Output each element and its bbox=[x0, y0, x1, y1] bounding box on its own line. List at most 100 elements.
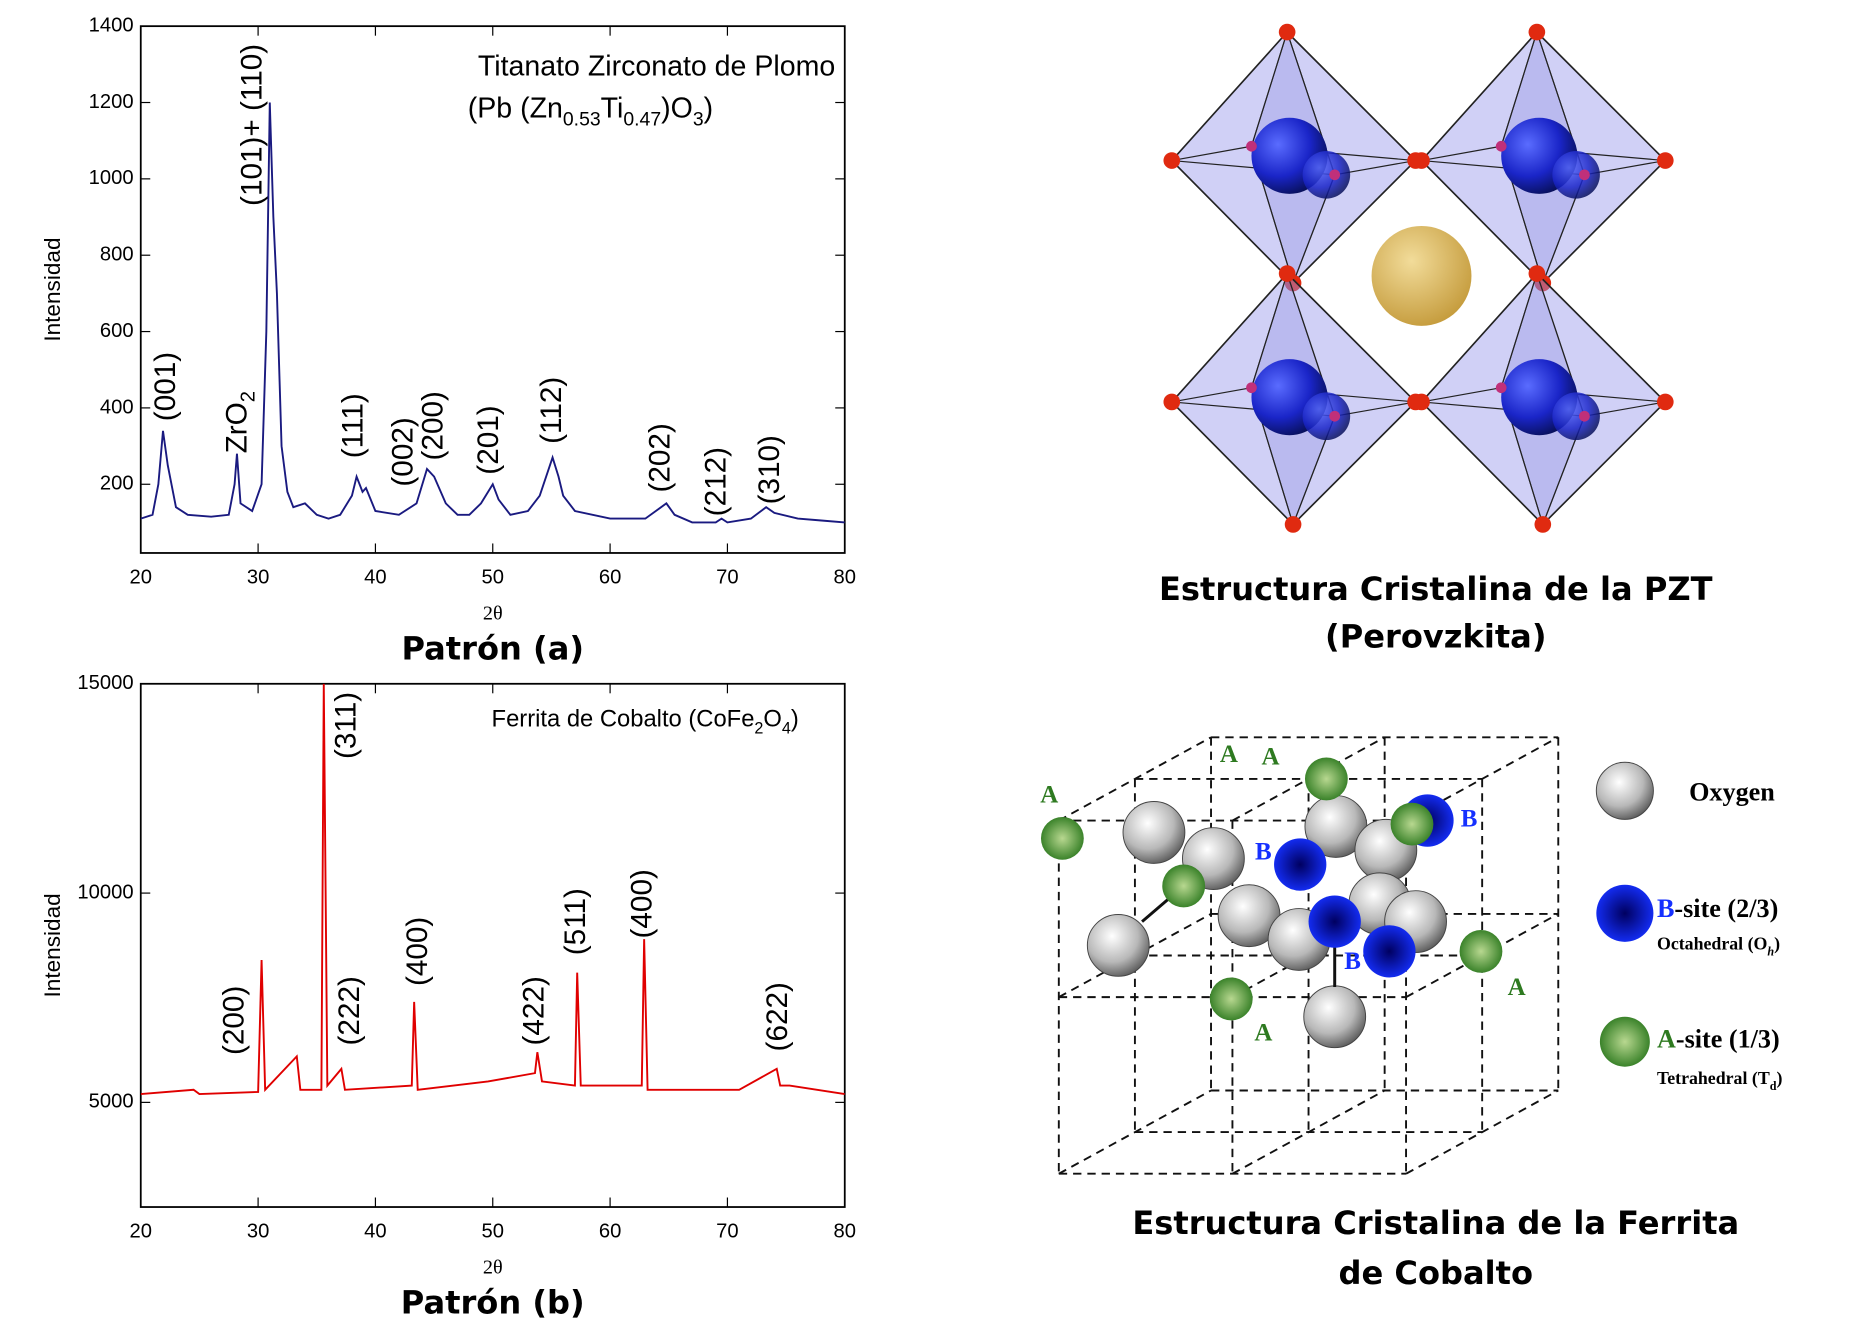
peak-label: (212) bbox=[699, 447, 732, 516]
legend-note: Tetrahedral (Td) bbox=[1657, 1068, 1782, 1093]
chart-caption: Patrón (b) bbox=[401, 1284, 585, 1320]
text-part: O bbox=[763, 706, 782, 733]
peak-label: (400) bbox=[401, 917, 434, 986]
o-atom-small bbox=[1496, 382, 1507, 393]
o-atom bbox=[1413, 394, 1430, 411]
o-atom bbox=[1163, 152, 1180, 169]
b-site-atom bbox=[1309, 895, 1361, 947]
text-part: ) bbox=[1774, 933, 1780, 954]
text-part: Ferrita de Cobalto (CoFe bbox=[492, 706, 755, 733]
x-tick-label: 80 bbox=[834, 566, 856, 588]
o-atom-small bbox=[1579, 169, 1590, 180]
x-tick-label: 40 bbox=[364, 1220, 386, 1242]
peak-label: (222) bbox=[333, 976, 366, 1045]
y-tick-label: 800 bbox=[100, 244, 134, 266]
site-label: A bbox=[1040, 781, 1058, 808]
a-site-atom bbox=[1162, 865, 1205, 908]
peak-label: (400) bbox=[626, 869, 659, 938]
y-tick-label: 1400 bbox=[89, 15, 134, 37]
oxygen-atom bbox=[1304, 986, 1366, 1048]
peak-label: (112) bbox=[535, 377, 568, 444]
x-tick-label: 30 bbox=[247, 566, 269, 588]
peak-label: (311) bbox=[330, 692, 363, 759]
text-part: 2 bbox=[754, 720, 763, 738]
b-atom bbox=[1303, 392, 1351, 440]
figure-caption: Estructura Cristalina de la PZT bbox=[1159, 570, 1713, 608]
text-part: 0.47 bbox=[623, 109, 661, 131]
y-tick-label: 1200 bbox=[89, 91, 134, 113]
b-atom bbox=[1303, 151, 1351, 199]
o-atom-small bbox=[1246, 382, 1257, 393]
page: 20304050607080200400600800100012001400In… bbox=[0, 0, 1856, 1320]
figure-caption: de Cobalto bbox=[1339, 1254, 1534, 1292]
legend-a-site bbox=[1600, 1017, 1650, 1067]
x-axis-label: 2θ bbox=[483, 1257, 503, 1279]
peak-label: (511) bbox=[559, 888, 592, 955]
oxygen-atom bbox=[1087, 914, 1149, 976]
legend-note: Octahedral (Oh) bbox=[1657, 933, 1780, 958]
peak-label: (310) bbox=[753, 435, 786, 504]
a-site-atom bbox=[1460, 930, 1503, 973]
peak-label: ZrO2 bbox=[220, 391, 260, 453]
legend-label: B-site (2/3) bbox=[1657, 894, 1778, 923]
b-atom bbox=[1552, 392, 1600, 440]
chart-caption: Patrón (a) bbox=[401, 629, 584, 667]
x-tick-label: 70 bbox=[716, 566, 738, 588]
a-atom bbox=[1372, 226, 1472, 326]
text-part: Octahedral (O bbox=[1657, 933, 1767, 954]
o-atom-small bbox=[1329, 411, 1340, 422]
x-tick-label: 20 bbox=[130, 566, 152, 588]
peak-label: (001) bbox=[149, 352, 182, 421]
x-axis-label: 2θ bbox=[483, 602, 503, 624]
text-part: 2 bbox=[238, 391, 260, 402]
o-atom bbox=[1657, 394, 1674, 411]
text-part: -site (2/3) bbox=[1674, 894, 1778, 923]
site-label: A bbox=[1261, 743, 1279, 770]
text-part: 4 bbox=[782, 720, 791, 738]
x-tick-label: 70 bbox=[716, 1220, 738, 1242]
a-site-atom bbox=[1210, 978, 1253, 1021]
a-site-atom bbox=[1041, 817, 1084, 860]
y-tick-label: 15000 bbox=[77, 672, 133, 694]
text-part: Tetrahedral (T bbox=[1657, 1068, 1770, 1089]
a-site-atom bbox=[1391, 803, 1434, 846]
chart-subtitle: (Pb (Zn0.53Ti0.47)O3) bbox=[468, 92, 713, 131]
y-tick-label: 1000 bbox=[89, 167, 134, 189]
b-site-atom bbox=[1274, 838, 1326, 890]
chart-title: Ferrita de Cobalto (CoFe2O4) bbox=[492, 706, 799, 738]
x-tick-label: 20 bbox=[130, 1220, 152, 1242]
x-tick-label: 50 bbox=[482, 566, 504, 588]
chart-title: Titanato Zirconato de Plomo bbox=[478, 50, 835, 82]
text-part: 3 bbox=[693, 109, 704, 131]
text-part: )O bbox=[661, 92, 693, 124]
oxygen-atom bbox=[1123, 802, 1185, 864]
site-label: A bbox=[1508, 974, 1526, 1001]
site-label: B bbox=[1255, 839, 1272, 866]
peak-label: (111) bbox=[337, 393, 370, 458]
site-label: B bbox=[1344, 948, 1361, 975]
o-atom bbox=[1534, 516, 1551, 533]
peak-label: (201) bbox=[472, 405, 505, 474]
plot-frame bbox=[141, 684, 845, 1207]
legend-label: Oxygen bbox=[1689, 777, 1775, 806]
o-atom-small bbox=[1579, 411, 1590, 422]
o-atom-small bbox=[1496, 141, 1507, 152]
site-label: B bbox=[1461, 805, 1478, 832]
legend-b-site bbox=[1596, 885, 1653, 942]
o-atom bbox=[1413, 152, 1430, 169]
cell-edge bbox=[1406, 1090, 1558, 1173]
o-atom-small bbox=[1246, 141, 1257, 152]
peak-label: (200) bbox=[416, 391, 449, 460]
y-tick-label: 400 bbox=[100, 396, 134, 418]
x-tick-label: 80 bbox=[834, 1220, 856, 1242]
site-label: A bbox=[1220, 741, 1238, 768]
peak-label: (200) bbox=[218, 986, 251, 1055]
b-atom bbox=[1552, 151, 1600, 199]
x-tick-label: 60 bbox=[599, 1220, 621, 1242]
y-tick-label: 5000 bbox=[89, 1091, 134, 1113]
o-atom bbox=[1163, 394, 1180, 411]
x-tick-label: 40 bbox=[364, 566, 386, 588]
o-atom bbox=[1285, 516, 1302, 533]
o-atom bbox=[1657, 152, 1674, 169]
x-tick-label: 30 bbox=[247, 1220, 269, 1242]
